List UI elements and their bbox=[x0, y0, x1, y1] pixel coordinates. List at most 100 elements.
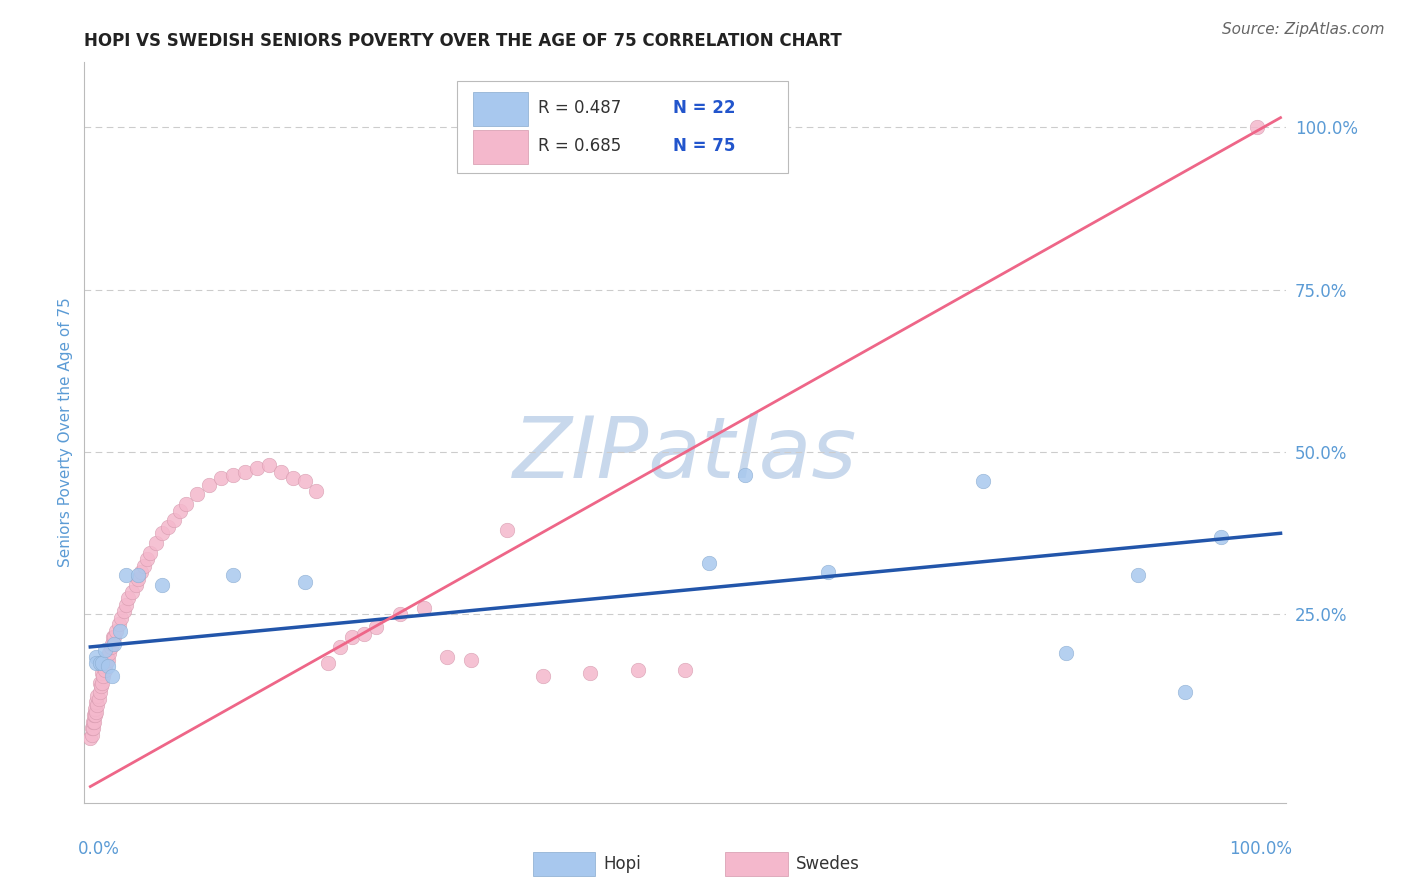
Point bbox=[174, 497, 197, 511]
Point bbox=[93, 643, 115, 657]
Point bbox=[531, 669, 554, 683]
Point bbox=[364, 620, 387, 634]
Point bbox=[257, 458, 280, 472]
Point bbox=[127, 568, 149, 582]
Point bbox=[96, 649, 118, 664]
Point bbox=[579, 665, 602, 680]
Point bbox=[132, 558, 155, 573]
FancyBboxPatch shape bbox=[472, 92, 527, 127]
Text: 100.0%: 100.0% bbox=[1229, 840, 1292, 858]
Text: R = 0.685: R = 0.685 bbox=[537, 137, 621, 155]
Point bbox=[817, 566, 839, 580]
Point bbox=[82, 714, 104, 729]
Point bbox=[627, 663, 650, 677]
Point bbox=[127, 572, 149, 586]
Y-axis label: Seniors Poverty Over the Age of 75: Seniors Poverty Over the Age of 75 bbox=[58, 298, 73, 567]
Point bbox=[115, 568, 138, 582]
Point bbox=[117, 591, 139, 606]
Point bbox=[83, 714, 105, 729]
FancyBboxPatch shape bbox=[533, 853, 595, 876]
Point bbox=[145, 536, 167, 550]
Point bbox=[86, 689, 108, 703]
Point bbox=[84, 701, 107, 715]
Point bbox=[1174, 685, 1197, 699]
Point bbox=[1209, 529, 1232, 543]
Point bbox=[124, 578, 146, 592]
Point bbox=[139, 546, 162, 560]
Point bbox=[89, 685, 111, 699]
Point bbox=[340, 630, 363, 644]
Point bbox=[294, 574, 316, 589]
FancyBboxPatch shape bbox=[725, 853, 787, 876]
Point bbox=[100, 669, 122, 683]
Point bbox=[82, 721, 104, 735]
Point bbox=[79, 731, 101, 745]
Point bbox=[101, 630, 124, 644]
Point bbox=[233, 465, 256, 479]
Point bbox=[131, 566, 153, 580]
Point bbox=[84, 708, 107, 723]
Point bbox=[103, 637, 125, 651]
Point bbox=[91, 665, 114, 680]
Point bbox=[97, 653, 120, 667]
Point bbox=[169, 503, 191, 517]
Point bbox=[84, 656, 107, 670]
Point bbox=[89, 675, 111, 690]
Text: N = 75: N = 75 bbox=[673, 137, 735, 155]
Point bbox=[87, 692, 110, 706]
Point bbox=[80, 721, 103, 735]
Point bbox=[675, 663, 697, 677]
Point bbox=[972, 475, 994, 489]
Text: Hopi: Hopi bbox=[603, 855, 641, 873]
Point bbox=[103, 630, 125, 644]
Point bbox=[436, 649, 458, 664]
Point bbox=[388, 607, 411, 622]
Point bbox=[136, 552, 159, 566]
FancyBboxPatch shape bbox=[472, 129, 527, 164]
Point bbox=[100, 637, 122, 651]
Text: Source: ZipAtlas.com: Source: ZipAtlas.com bbox=[1222, 22, 1385, 37]
Point bbox=[329, 640, 352, 654]
Point bbox=[460, 653, 482, 667]
FancyBboxPatch shape bbox=[457, 81, 787, 173]
Point bbox=[186, 487, 208, 501]
Point bbox=[83, 708, 105, 723]
Text: R = 0.487: R = 0.487 bbox=[537, 100, 621, 118]
Point bbox=[98, 647, 121, 661]
Point bbox=[150, 526, 173, 541]
Point bbox=[281, 471, 304, 485]
Point bbox=[108, 624, 131, 638]
Point bbox=[270, 465, 292, 479]
Point bbox=[246, 461, 269, 475]
Point bbox=[90, 679, 112, 693]
Text: N = 22: N = 22 bbox=[673, 100, 735, 118]
Point bbox=[84, 649, 107, 664]
Point bbox=[93, 659, 115, 673]
Point bbox=[496, 523, 519, 537]
Point bbox=[156, 520, 179, 534]
Text: ZIPatlas: ZIPatlas bbox=[513, 413, 858, 496]
Text: HOPI VS SWEDISH SENIORS POVERTY OVER THE AGE OF 75 CORRELATION CHART: HOPI VS SWEDISH SENIORS POVERTY OVER THE… bbox=[84, 32, 842, 50]
Point bbox=[93, 669, 115, 683]
Point bbox=[94, 656, 117, 670]
Point bbox=[412, 601, 434, 615]
Point bbox=[1054, 647, 1077, 661]
Point bbox=[80, 728, 103, 742]
Point bbox=[150, 578, 173, 592]
Point bbox=[305, 484, 328, 499]
Point bbox=[1246, 120, 1268, 135]
Point bbox=[93, 663, 115, 677]
Point bbox=[110, 611, 132, 625]
Point bbox=[734, 467, 756, 482]
Point bbox=[112, 604, 135, 618]
Point bbox=[84, 705, 107, 719]
Point bbox=[162, 513, 184, 527]
Point bbox=[222, 467, 245, 482]
Point bbox=[100, 640, 122, 654]
Point bbox=[91, 656, 114, 670]
Point bbox=[353, 627, 375, 641]
Point bbox=[198, 477, 221, 491]
Point bbox=[91, 675, 114, 690]
Point bbox=[84, 695, 107, 709]
Point bbox=[697, 556, 720, 570]
